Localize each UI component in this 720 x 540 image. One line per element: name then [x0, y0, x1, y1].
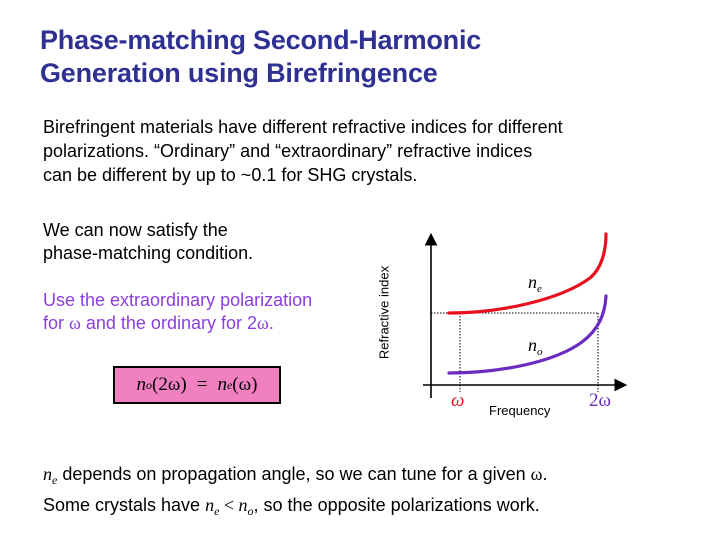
hint-text: .	[268, 313, 274, 333]
no-curve	[447, 294, 608, 375]
footer-line-2: Some crystals have ne < no, so the oppos…	[43, 495, 540, 518]
statement-line-2: phase-matching condition.	[43, 243, 254, 263]
phase-matching-equation: n o (2ω) = n e (ω)	[113, 366, 281, 404]
x-axis-label: Frequency	[489, 403, 551, 418]
intro-paragraph: Birefringent materials have different re…	[43, 115, 663, 187]
eq-equals: =	[196, 374, 208, 395]
eq-lhs-arg: (2ω)	[152, 374, 187, 395]
refractive-index-chart	[423, 232, 628, 398]
hint-line-2: for ω and the ordinary for 2ω.	[43, 312, 312, 335]
eq-rhs-arg: (ω)	[232, 374, 258, 395]
eq-rhs-sub: e	[226, 377, 233, 392]
eq-rhs-n: n	[217, 374, 227, 395]
eq-lhs-sub: o	[146, 377, 153, 392]
intro-line-1: Birefringent materials have different re…	[43, 117, 563, 137]
hint-line-1: Use the extraordinary polarization	[43, 290, 313, 310]
hint-text: and the ordinary for 2	[80, 313, 257, 333]
title-line-1: Phase-matching Second-Harmonic	[40, 25, 482, 55]
intro-line-2: polarizations. “Ordinary” and “extraordi…	[43, 141, 533, 161]
ne-curve	[447, 232, 608, 315]
omega-symbol: ω	[530, 464, 543, 484]
statement-line-1: We can now satisfy the	[43, 220, 228, 240]
intro-line-3: can be different by up to ~0.1 for SHG c…	[43, 165, 418, 185]
polarization-hint: Use the extraordinary polarization for ω…	[43, 289, 312, 335]
no-curve-label: no	[528, 335, 543, 358]
phase-matching-statement: We can now satisfy the phase-matching co…	[43, 219, 253, 265]
y-axis-label: Refractive index	[376, 265, 392, 360]
title-line-2: Generation using Birefringence	[40, 58, 438, 88]
ne-curve-label: ne	[528, 272, 542, 295]
omega-symbol: ω	[69, 313, 81, 333]
eq-lhs-n: n	[136, 374, 147, 395]
x-tick-2omega: 2ω	[589, 390, 612, 411]
omega-symbol: ω	[256, 313, 269, 333]
footer-line-1: ne depends on propagation angle, so we c…	[43, 464, 548, 487]
x-tick-omega: ω	[451, 390, 465, 411]
slide-title: Phase-matching Second-Harmonic Generatio…	[40, 24, 700, 90]
footer-notes: ne depends on propagation angle, so we c…	[43, 462, 548, 524]
hint-text: for	[43, 313, 70, 333]
